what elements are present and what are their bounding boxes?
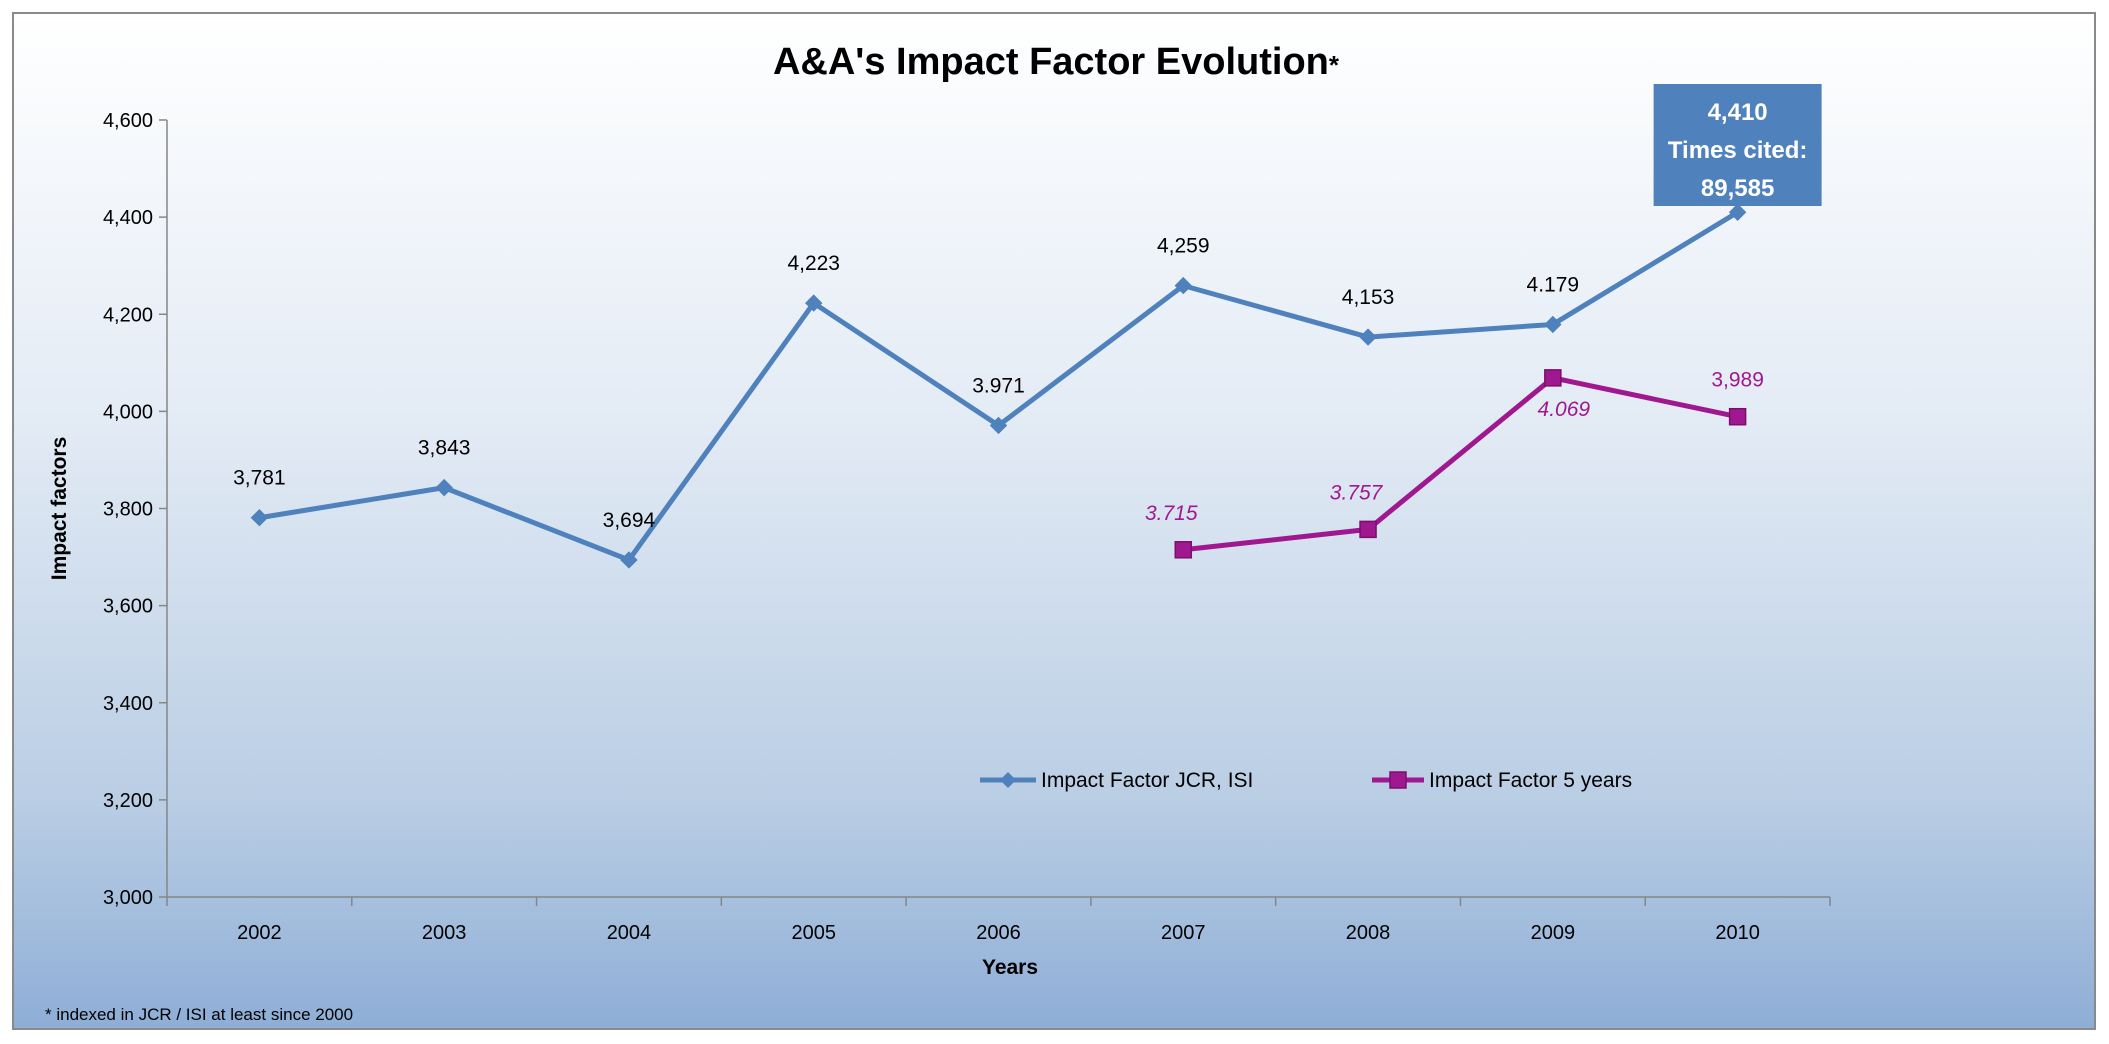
line-chart: A&A's Impact Factor Evolution* 3,000 3,200…: [48, 41, 1831, 979]
chart-title: A&A's Impact Factor Evolution*: [773, 41, 1340, 83]
chart-title-mark: *: [1329, 50, 1340, 80]
callout-text: 89,585: [1701, 175, 1774, 202]
x-tick-label: 2010: [1715, 922, 1760, 944]
chart-frame: A&A's Impact Factor Evolution* 3,000 3,200…: [12, 12, 2096, 1030]
callout-text: Times cited:: [1668, 137, 1808, 164]
callout-box: [1653, 84, 1822, 206]
y-tick-label: 3,000: [103, 887, 153, 909]
x-tick-label: 2006: [976, 922, 1021, 944]
x-tick-label: 2002: [237, 922, 282, 944]
data-label: 4,223: [787, 252, 840, 275]
data-label: 4,259: [1157, 235, 1210, 258]
data-label: 3.715: [1145, 502, 1198, 525]
data-point-1: [250, 509, 269, 527]
y-tick-label: 4,400: [103, 207, 153, 229]
y-tick-label: 4,000: [103, 401, 153, 423]
data-label: 3,694: [603, 509, 656, 532]
y-tick-label: 4,200: [103, 304, 153, 326]
data-label: 4.069: [1538, 398, 1591, 421]
x-tick-label: 2004: [607, 922, 652, 944]
data-label: 3.757: [1330, 481, 1384, 504]
x-tick-label: 2003: [422, 922, 467, 944]
data-point-1: [805, 294, 823, 312]
data-point-2: [1174, 541, 1193, 559]
y-tick-label: 3,400: [103, 693, 153, 715]
chart-title-text: A&A's Impact Factor Evolution: [773, 41, 1329, 83]
data-point-1: [1359, 328, 1377, 346]
data-point-2: [1359, 520, 1377, 539]
data-label: 4.179: [1527, 273, 1580, 296]
data-point-1: [435, 478, 453, 497]
legend-marker-2: [1389, 771, 1407, 789]
data-point-1: [1728, 203, 1747, 221]
x-tick-label: 2009: [1531, 922, 1576, 944]
x-axis-title: Years: [982, 956, 1038, 979]
y-tick-label: 3,600: [103, 596, 153, 618]
data-point-1: [1174, 276, 1192, 295]
x-tick-label: 2008: [1346, 922, 1391, 944]
data-point-1: [1544, 315, 1562, 334]
footnote: * indexed in JCR / ISI at least since 20…: [45, 1005, 354, 1024]
y-axis-title: Impact factors: [48, 437, 71, 581]
legend-label-2: Impact Factor 5 years: [1429, 769, 1632, 792]
data-point-1: [989, 416, 1008, 435]
data-label: 3.971: [972, 374, 1025, 397]
x-tick-label: 2007: [1161, 922, 1206, 944]
data-label: 4,153: [1342, 286, 1395, 309]
y-tick-label: 3,800: [103, 499, 153, 521]
series-line-2: [1183, 375, 1739, 553]
legend-marker-1: [1000, 772, 1016, 788]
data-point-2: [1544, 369, 1562, 387]
data-label: 3,843: [418, 437, 471, 460]
data-point-1: [620, 551, 638, 569]
y-tick-label: 3,200: [103, 790, 153, 812]
data-point-2: [1728, 407, 1747, 426]
x-tick-label: 2005: [791, 922, 836, 944]
data-label: 3,989: [1711, 369, 1764, 392]
callout-text: 4,410: [1708, 99, 1768, 126]
data-label: 3,781: [233, 467, 286, 490]
y-tick-label: 4,600: [103, 110, 153, 132]
legend-label-1: Impact Factor JCR, ISI: [1041, 769, 1253, 792]
